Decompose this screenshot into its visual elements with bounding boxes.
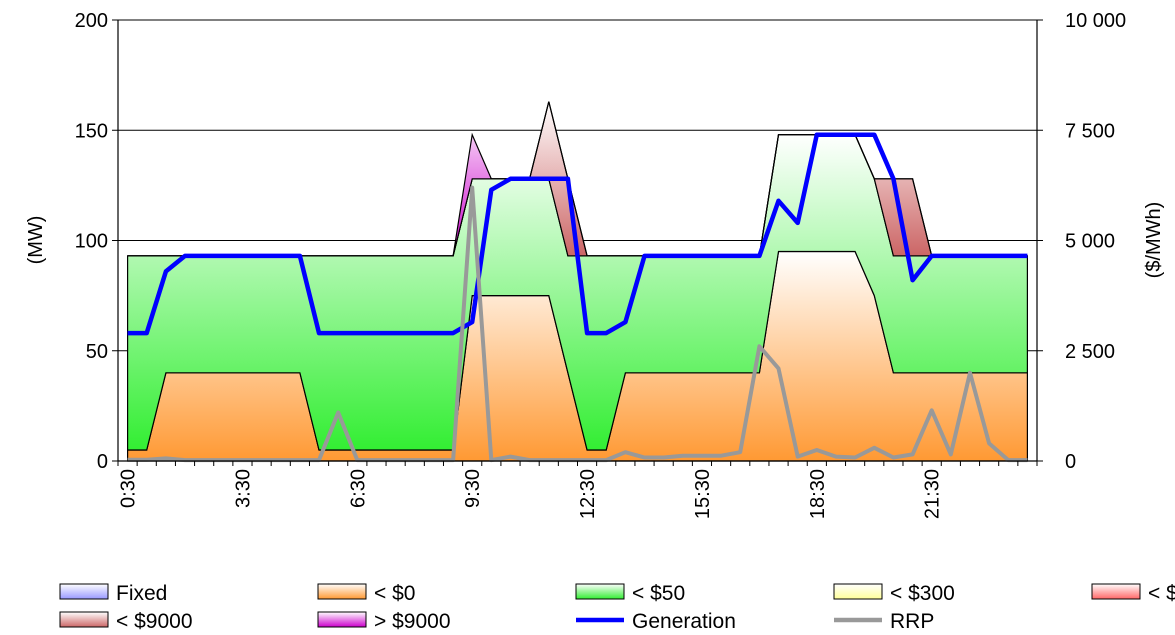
legend-item: < $9000 (59, 610, 193, 633)
y-right-tick-label: 0 (1065, 451, 1076, 473)
y-right-tick-label: 10 000 (1065, 10, 1126, 32)
x-tick-label: 3:30 (232, 469, 254, 508)
legend-label: < $50 (632, 582, 685, 605)
legend-item: < $300 (833, 582, 955, 605)
y-left-tick-label: 200 (75, 10, 108, 32)
legend-item: > $9000 (317, 610, 451, 633)
legend-label: < $0 (374, 582, 415, 605)
legend-label: > $9000 (374, 610, 451, 633)
y-left-tick-label: 0 (97, 451, 108, 473)
x-tick-label: 0:30 (118, 469, 140, 508)
legend-item: Generation (576, 610, 736, 633)
legend-item: RRP (834, 610, 934, 633)
legend-label: < $300 (890, 582, 955, 605)
legend-label: RRP (890, 610, 934, 633)
y-right-tick-label: 5 000 (1065, 231, 1115, 253)
legend-label: < $9000 (116, 610, 193, 633)
x-tick-label: 12:30 (577, 469, 599, 519)
legend-swatch (317, 583, 367, 600)
y-left-tick-label: 100 (75, 231, 108, 253)
legend-item: < $50 (575, 582, 685, 605)
y-left-tick-label: 150 (75, 120, 108, 142)
legend-label: Generation (632, 610, 736, 633)
y-axis-right-title: ($/MWh) (1143, 202, 1165, 279)
axes: 0 50 100 150 200 0 2 500 5 000 7 500 10 000 0:30 3:… (75, 10, 1127, 519)
x-tick-label: 6:30 (347, 469, 369, 508)
x-tick-label: 18:30 (807, 469, 829, 519)
legend-swatch (59, 583, 109, 600)
y-right-tick-label: 7 500 (1065, 120, 1115, 142)
line-rrp (127, 185, 1028, 463)
legend-swatch (59, 611, 109, 628)
y-right-tick-label: 2 500 (1065, 341, 1115, 363)
legend-item: < $0 (317, 582, 415, 605)
legend-swatch (575, 583, 625, 600)
legend-swatch (833, 583, 883, 600)
x-tick-label: 21:30 (922, 469, 944, 519)
x-tick-label: 9:30 (462, 469, 484, 508)
legend-swatch (1091, 583, 1141, 600)
y-axis-left-title: (MW) (25, 216, 47, 265)
legend-item: Fixed (59, 582, 167, 605)
y-left-tick-label: 50 (86, 341, 108, 363)
stacked-areas (127, 101, 1028, 462)
x-tick-label: 15:30 (692, 469, 714, 519)
legend-label: Fixed (116, 582, 167, 605)
line-generation (127, 132, 1028, 336)
legend-swatch (317, 611, 367, 628)
area--9000 (127, 101, 1028, 257)
series-lines (127, 132, 1028, 463)
